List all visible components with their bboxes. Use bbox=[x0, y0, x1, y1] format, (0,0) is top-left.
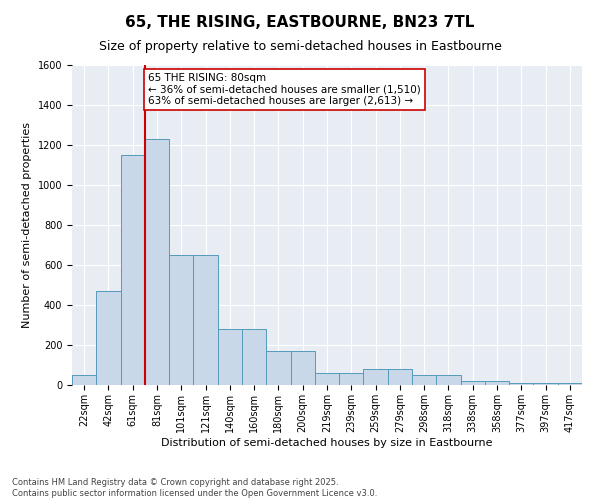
Bar bbox=[315, 373, 339, 385]
Bar bbox=[193, 255, 218, 385]
Bar bbox=[218, 329, 242, 385]
Bar bbox=[266, 351, 290, 385]
X-axis label: Distribution of semi-detached houses by size in Eastbourne: Distribution of semi-detached houses by … bbox=[161, 438, 493, 448]
Bar bbox=[533, 383, 558, 385]
Bar bbox=[558, 383, 582, 385]
Bar bbox=[509, 383, 533, 385]
Bar bbox=[388, 369, 412, 385]
Bar bbox=[242, 329, 266, 385]
Bar bbox=[412, 375, 436, 385]
Bar bbox=[436, 375, 461, 385]
Bar bbox=[96, 291, 121, 385]
Bar bbox=[145, 139, 169, 385]
Bar bbox=[364, 369, 388, 385]
Bar bbox=[72, 375, 96, 385]
Y-axis label: Number of semi-detached properties: Number of semi-detached properties bbox=[22, 122, 32, 328]
Bar bbox=[339, 373, 364, 385]
Bar bbox=[461, 381, 485, 385]
Bar bbox=[290, 351, 315, 385]
Text: Contains HM Land Registry data © Crown copyright and database right 2025.
Contai: Contains HM Land Registry data © Crown c… bbox=[12, 478, 377, 498]
Bar bbox=[485, 381, 509, 385]
Bar bbox=[121, 155, 145, 385]
Text: 65 THE RISING: 80sqm
← 36% of semi-detached houses are smaller (1,510)
63% of se: 65 THE RISING: 80sqm ← 36% of semi-detac… bbox=[149, 73, 421, 106]
Text: Size of property relative to semi-detached houses in Eastbourne: Size of property relative to semi-detach… bbox=[98, 40, 502, 53]
Text: 65, THE RISING, EASTBOURNE, BN23 7TL: 65, THE RISING, EASTBOURNE, BN23 7TL bbox=[125, 15, 475, 30]
Bar bbox=[169, 255, 193, 385]
